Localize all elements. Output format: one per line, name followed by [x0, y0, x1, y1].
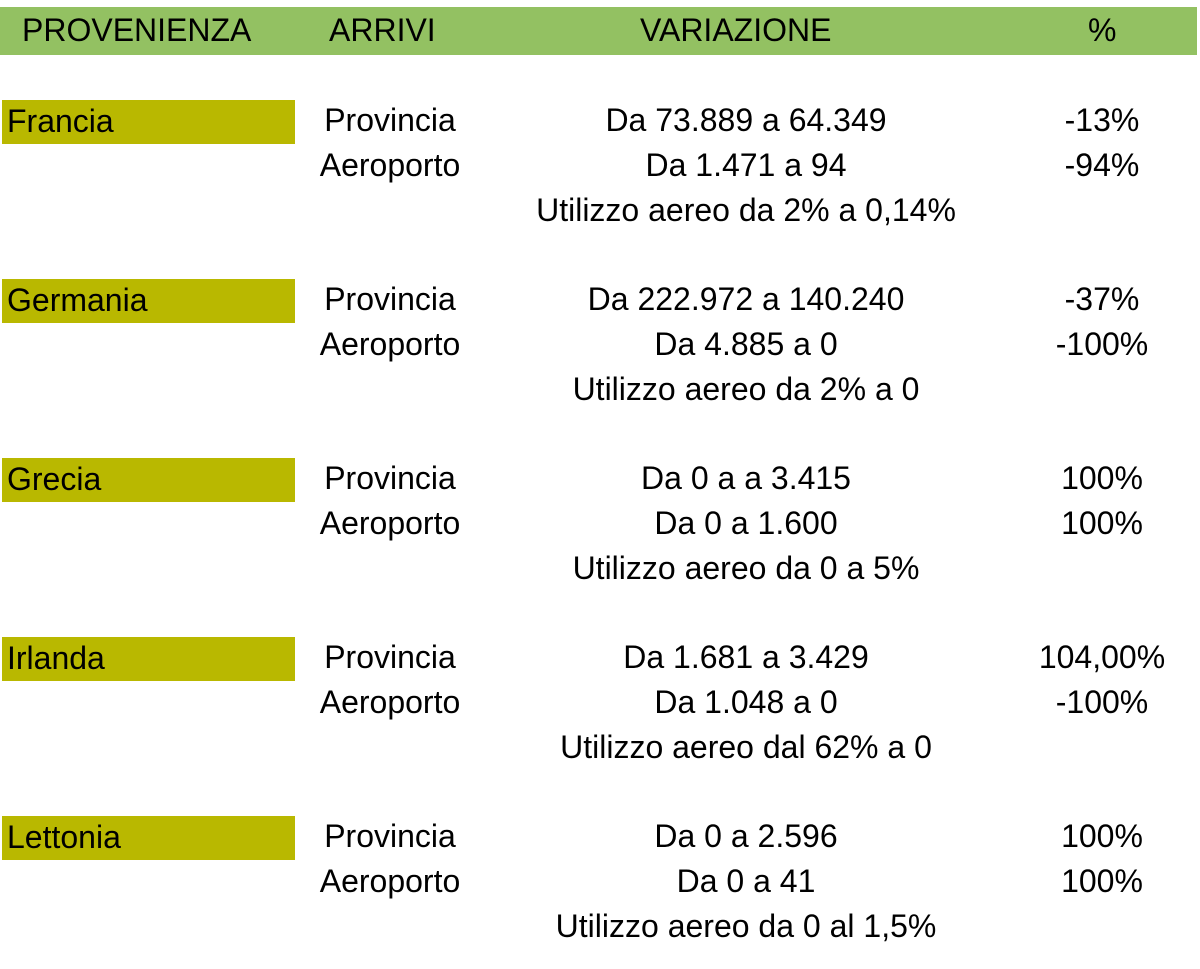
country-group-francia: Francia Provincia Da 73.889 a 64.349 -13… [0, 100, 1200, 240]
arrivi-aeroporto: Aeroporto [319, 505, 461, 541]
arrivi-aeroporto: Aeroporto [319, 326, 461, 362]
arrivi-provincia: Provincia [324, 281, 456, 317]
percent-aeroporto: -94% [1064, 147, 1140, 183]
percent-provincia: -37% [1064, 281, 1140, 317]
percent-provincia: -13% [1064, 102, 1140, 138]
percent-provincia: 100% [1061, 818, 1143, 854]
header-arrivi: ARRIVI [329, 12, 436, 48]
table-header: PROVENIENZA ARRIVI VARIAZIONE % [0, 7, 1197, 55]
country-label-box: Irlanda [2, 637, 295, 681]
percent-provincia: 100% [1061, 460, 1143, 496]
arrivi-provincia: Provincia [324, 102, 456, 138]
utilizzo-aereo-note: Utilizzo aereo da 0 a 5% [572, 550, 920, 586]
utilizzo-aereo-note: Utilizzo aereo da 2% a 0,14% [536, 192, 956, 228]
variazione-provincia: Da 0 a 2.596 [654, 818, 838, 854]
country-name: Lettonia [7, 819, 121, 855]
arrivi-provincia: Provincia [324, 818, 456, 854]
country-name: Irlanda [7, 640, 105, 676]
arrivi-provincia: Provincia [324, 639, 456, 675]
variazione-aeroporto: Da 1.471 a 94 [645, 147, 847, 183]
arrivi-aeroporto: Aeroporto [319, 147, 461, 183]
country-group-lettonia: Lettonia Provincia Da 0 a 2.596 100% Aer… [0, 816, 1200, 956]
variazione-provincia: Da 1.681 a 3.429 [623, 639, 869, 675]
variazione-provincia: Da 0 a a 3.415 [641, 460, 851, 496]
variazione-aeroporto: Da 0 a 1.600 [654, 505, 838, 541]
country-group-grecia: Grecia Provincia Da 0 a a 3.415 100% Aer… [0, 458, 1200, 598]
percent-provincia: 104,00% [1038, 639, 1166, 675]
header-percent: % [1088, 12, 1117, 48]
country-label-box: Lettonia [2, 816, 295, 860]
variazione-provincia: Da 222.972 a 140.240 [587, 281, 905, 317]
country-name: Grecia [7, 461, 102, 497]
percent-aeroporto: 100% [1061, 863, 1143, 899]
variazione-aeroporto: Da 1.048 a 0 [654, 684, 838, 720]
variazione-provincia: Da 73.889 a 64.349 [605, 102, 887, 138]
country-label-box: Grecia [2, 458, 295, 502]
variazione-aeroporto: Da 0 a 41 [676, 863, 816, 899]
percent-aeroporto: 100% [1061, 505, 1143, 541]
arrivi-aeroporto: Aeroporto [319, 863, 461, 899]
arrivi-provincia: Provincia [324, 460, 456, 496]
header-variazione: VARIAZIONE [640, 12, 832, 48]
country-label-box: Germania [2, 279, 295, 323]
variazione-aeroporto: Da 4.885 a 0 [654, 326, 838, 362]
country-group-irlanda: Irlanda Provincia Da 1.681 a 3.429 104,0… [0, 637, 1200, 777]
country-name: Germania [7, 282, 148, 318]
country-group-germania: Germania Provincia Da 222.972 a 140.240 … [0, 279, 1200, 419]
utilizzo-aereo-note: Utilizzo aereo dal 62% a 0 [560, 729, 932, 765]
arrivi-aeroporto: Aeroporto [319, 684, 461, 720]
utilizzo-aereo-note: Utilizzo aereo da 0 al 1,5% [555, 908, 937, 944]
utilizzo-aereo-note: Utilizzo aereo da 2% a 0 [572, 371, 920, 407]
country-name: Francia [7, 103, 114, 139]
country-label-box: Francia [2, 100, 295, 144]
percent-aeroporto: -100% [1055, 326, 1149, 362]
percent-aeroporto: -100% [1055, 684, 1149, 720]
header-provenienza: PROVENIENZA [22, 12, 252, 48]
